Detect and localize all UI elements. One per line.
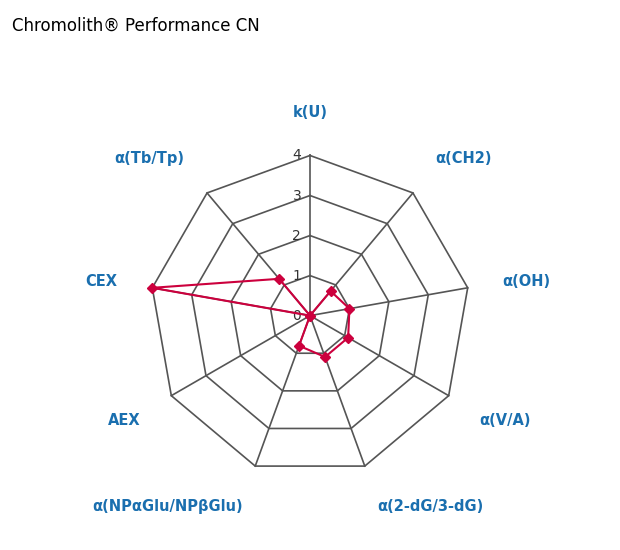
Text: α(V/A): α(V/A)	[479, 413, 531, 428]
Text: 1: 1	[292, 268, 301, 283]
Text: α(2-dG/3-dG): α(2-dG/3-dG)	[377, 499, 483, 514]
Text: α(NPαGlu/NPβGlu): α(NPαGlu/NPβGlu)	[92, 499, 243, 514]
Text: α(Tb/Tp): α(Tb/Tp)	[115, 151, 184, 166]
Text: CEX: CEX	[86, 274, 118, 289]
Text: α(CH2): α(CH2)	[436, 151, 492, 166]
Text: 4: 4	[293, 148, 301, 162]
Text: 2: 2	[293, 229, 301, 243]
Text: α(OH): α(OH)	[502, 274, 551, 289]
Text: AEX: AEX	[108, 413, 141, 428]
Text: Chromolith® Performance CN: Chromolith® Performance CN	[12, 16, 260, 35]
Text: 0: 0	[293, 309, 301, 323]
Text: 3: 3	[293, 189, 301, 202]
Text: k(U): k(U)	[293, 105, 327, 120]
